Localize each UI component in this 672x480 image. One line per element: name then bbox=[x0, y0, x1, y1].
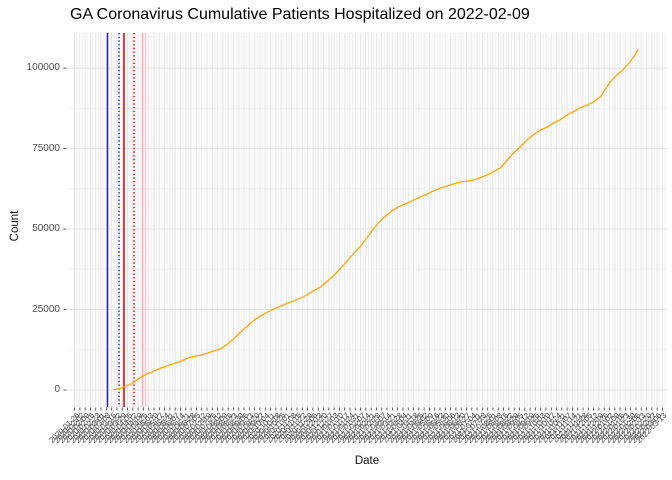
x-axis-title: Date bbox=[354, 455, 380, 467]
major-gridlines bbox=[67, 33, 667, 407]
hospitalized-cumulative-line bbox=[113, 48, 639, 391]
chart-title: GA Coronavirus Cumulative Patients Hospi… bbox=[70, 6, 530, 23]
event-vlines bbox=[106, 33, 155, 407]
axis-ticks bbox=[63, 67, 663, 411]
data-line bbox=[113, 48, 639, 391]
minor-gridlines bbox=[67, 33, 667, 407]
